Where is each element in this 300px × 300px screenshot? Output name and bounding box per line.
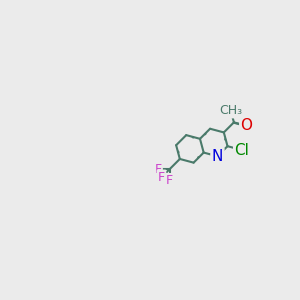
- Text: F: F: [154, 163, 162, 176]
- Text: CH₃: CH₃: [219, 104, 242, 117]
- Text: N: N: [212, 149, 223, 164]
- Text: Cl: Cl: [235, 142, 249, 158]
- Text: F: F: [158, 171, 165, 184]
- Text: F: F: [166, 174, 173, 187]
- Text: O: O: [241, 118, 253, 133]
